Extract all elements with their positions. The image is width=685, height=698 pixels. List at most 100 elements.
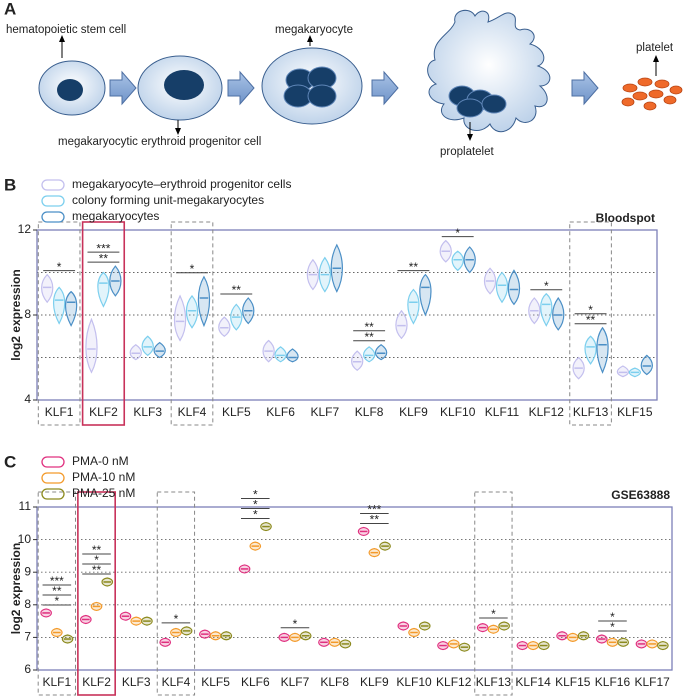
violin [351, 350, 364, 371]
legend-label: colony forming unit-megakaryocytes [72, 193, 264, 207]
significance-label: ** [370, 513, 380, 527]
significance-label: * [190, 262, 195, 276]
pointer-head [175, 128, 181, 135]
x-tick-label: KLF3 [133, 405, 162, 419]
pointer-head [653, 55, 659, 62]
x-tick-label: KLF1 [45, 405, 74, 419]
highlight-box [474, 491, 513, 696]
y-tick-label: 12 [18, 222, 32, 236]
x-tick-label: KLF8 [355, 405, 384, 419]
arrow [371, 70, 399, 106]
violin [540, 292, 553, 327]
x-tick-label: KLF8 [320, 675, 349, 689]
violin [395, 309, 408, 340]
significance-label: ** [364, 330, 374, 344]
pointer-head [59, 35, 65, 42]
significance-label: ** [92, 543, 102, 557]
violin [52, 286, 66, 325]
violin [596, 326, 609, 374]
significance-label: *** [96, 241, 110, 255]
highlight-box [156, 491, 196, 696]
significance-label: ** [99, 251, 109, 265]
violin [451, 250, 464, 272]
x-tick-label: KLF15 [555, 675, 591, 689]
x-tick-label: KLF6 [241, 675, 270, 689]
y-axis-label: log2 expression [9, 543, 23, 634]
arrow [109, 70, 137, 106]
significance-label: * [253, 508, 258, 522]
violin [141, 335, 154, 357]
violin [274, 346, 287, 363]
emphasis-box [81, 221, 126, 426]
panel-label: A [4, 0, 16, 18]
violin [407, 288, 420, 325]
x-tick-label: KLF9 [360, 675, 389, 689]
significance-label: * [174, 612, 179, 626]
nucleus [164, 70, 204, 100]
x-tick-label: KLF13 [573, 405, 609, 419]
significance-label: * [544, 279, 549, 293]
violin [85, 317, 98, 374]
x-tick-label: KLF5 [222, 405, 251, 419]
y-axis-label: log2 expression [9, 269, 23, 360]
y-tick-label: 7 [24, 630, 31, 644]
x-tick-label: KLF17 [634, 675, 670, 689]
significance-label: * [610, 610, 615, 624]
legend-swatch [41, 472, 65, 484]
significance-label: * [491, 607, 496, 621]
panel-a: A hematopoietic stem cell megakaryocytic… [4, 0, 683, 158]
pointer-head [307, 35, 313, 42]
x-tick-label: KLF4 [178, 405, 207, 419]
significance-label: ** [232, 283, 242, 297]
x-tick-label: KLF16 [595, 675, 631, 689]
significance-label: * [610, 620, 615, 634]
legend-label: PMA-0 nM [72, 454, 129, 468]
emphasis-box [77, 491, 116, 696]
x-tick-label: KLF15 [617, 405, 653, 419]
x-tick-label: KLF10 [440, 405, 476, 419]
violin [419, 273, 432, 317]
legend-label: PMA-25 nM [72, 486, 135, 500]
significance-label: * [94, 553, 99, 567]
violin [64, 290, 78, 327]
violin [218, 316, 231, 337]
highlight-box [569, 221, 612, 426]
significance-label: * [455, 226, 460, 240]
x-tick-label: KLF7 [281, 675, 310, 689]
x-tick-label: KLF6 [266, 405, 295, 419]
y-tick-label: 9 [24, 564, 31, 578]
cell-label: megakaryocyte [275, 24, 353, 36]
violin [616, 365, 630, 378]
significance-label: * [253, 498, 258, 512]
violin [552, 296, 565, 331]
cell-label: platelet [636, 42, 674, 54]
legend-label: megakaryocytes [72, 209, 159, 223]
pointer-head [467, 134, 473, 141]
y-tick-label: 10 [18, 532, 32, 546]
legend-label: PMA-10 nM [72, 470, 135, 484]
cell-label: proplatelet [440, 146, 495, 158]
y-tick-label: 8 [24, 597, 31, 611]
proplatelet-cell [427, 9, 551, 133]
significance-label: * [588, 303, 593, 317]
violin [374, 344, 388, 361]
panel-label: B [4, 175, 16, 194]
violin [185, 294, 199, 329]
highlight-box [170, 221, 214, 426]
x-tick-label: KLF12 [529, 405, 565, 419]
lobed-nucleus [448, 85, 507, 118]
violin [362, 346, 376, 363]
violin [286, 348, 299, 363]
nucleus [57, 79, 83, 101]
significance-label: ** [364, 320, 374, 334]
legend-swatch [41, 456, 65, 468]
violin [640, 354, 653, 376]
violin [584, 335, 597, 365]
significance-label: ** [92, 563, 102, 577]
x-tick-label: KLF13 [476, 675, 512, 689]
arrow [571, 70, 599, 106]
x-tick-label: KLF2 [89, 405, 118, 419]
x-tick-label: KLF1 [43, 675, 72, 689]
arrow [227, 70, 255, 106]
violin [153, 341, 166, 359]
